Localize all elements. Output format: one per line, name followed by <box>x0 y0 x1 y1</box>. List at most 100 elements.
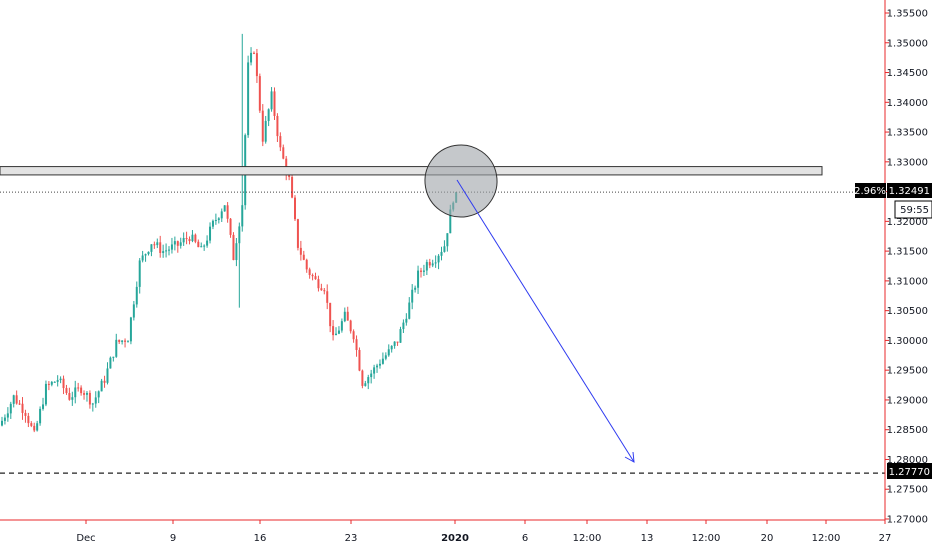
candle-body <box>361 370 364 386</box>
candle-body <box>74 387 77 398</box>
candle-body <box>273 91 276 116</box>
time-tick-label: 2020 <box>441 533 469 544</box>
price-tick-label: 1.27000 <box>887 515 928 526</box>
candle-body <box>168 249 171 251</box>
candle-body <box>381 358 384 364</box>
arrow-head-icon <box>624 451 635 463</box>
candle-body <box>431 263 434 266</box>
candle-body <box>24 412 27 416</box>
candle-body <box>370 373 373 378</box>
highlight-ellipse[interactable] <box>411 131 511 231</box>
candle-body <box>387 349 390 356</box>
candle-body <box>83 393 86 395</box>
price-tick-label: 1.29500 <box>887 366 928 377</box>
candle-body <box>147 251 150 255</box>
change-label: 2.96% <box>854 186 886 197</box>
candle-body <box>235 243 238 261</box>
candle-body <box>282 147 285 159</box>
candle-body <box>88 392 91 405</box>
candle-body <box>135 286 138 305</box>
countdown-label: 59:55 <box>900 205 929 216</box>
candle-body <box>182 238 185 243</box>
candle-body <box>30 423 33 426</box>
candle-body <box>77 387 80 389</box>
candle-body <box>390 345 393 350</box>
candle-body <box>33 425 36 431</box>
candle-body <box>47 383 50 385</box>
candle-body <box>417 270 420 288</box>
candle-body <box>355 339 358 350</box>
candle-body <box>408 302 411 319</box>
candle-body <box>376 365 379 368</box>
candle-body <box>56 380 59 382</box>
candle-body <box>1 420 3 426</box>
candle-body <box>220 211 223 219</box>
candle-body <box>132 304 135 318</box>
candle-body <box>165 250 168 252</box>
price-tick-label: 1.30000 <box>887 336 928 347</box>
target-badge: 1.27770 <box>887 463 932 479</box>
time-tick-label: 23 <box>345 533 358 544</box>
candle-body <box>378 363 381 366</box>
candle-body <box>252 52 255 54</box>
candle-body <box>118 339 121 342</box>
candle-body <box>50 381 53 385</box>
last-price-label: 1.32491 <box>889 186 930 197</box>
candle-body <box>314 276 317 280</box>
candle-body <box>270 91 273 110</box>
candle-body <box>179 242 182 246</box>
candle-body <box>358 349 361 371</box>
time-tick-label: 16 <box>254 533 267 544</box>
candle-body <box>173 241 176 245</box>
candle-body <box>21 403 24 413</box>
candle-body <box>446 233 449 247</box>
candle-body <box>405 318 408 323</box>
price-tick-label: 1.34000 <box>887 98 928 109</box>
candle-body <box>53 381 56 383</box>
candle-body <box>440 251 443 256</box>
candle-body <box>299 247 302 255</box>
candle-body <box>159 242 162 253</box>
candle-body <box>364 383 367 386</box>
candle-body <box>311 274 314 277</box>
candle-body <box>250 52 253 63</box>
candle-body <box>449 209 452 234</box>
candle-body <box>349 320 352 332</box>
candle-body <box>223 205 226 212</box>
price-tick-label: 1.30500 <box>887 306 928 317</box>
candle-body <box>323 290 326 292</box>
price-tick-label: 1.32000 <box>887 217 928 228</box>
candle-body <box>144 254 147 256</box>
candle-body <box>335 333 338 336</box>
candle-body <box>59 378 62 381</box>
time-tick-label: 20 <box>761 533 774 544</box>
candle-body <box>121 340 124 342</box>
target-price-label: 1.27770 <box>889 467 930 478</box>
candle-body <box>115 339 118 357</box>
candle-body <box>332 326 335 336</box>
candle-body <box>419 270 422 272</box>
candle-body <box>44 383 47 405</box>
candle-body <box>109 357 112 369</box>
candle-body <box>352 331 355 340</box>
candle-body <box>414 287 417 290</box>
time-tick-label: 6 <box>522 533 528 544</box>
candle-body <box>425 262 428 271</box>
plot-area[interactable] <box>0 0 885 520</box>
projection-arrow[interactable] <box>456 179 635 463</box>
price-tick-label: 1.35000 <box>887 38 928 49</box>
candle-body <box>103 380 106 383</box>
candle-body <box>276 115 279 137</box>
price-tick-label: 1.29000 <box>887 395 928 406</box>
candle-body <box>200 246 203 248</box>
change-badge: 2.96% <box>854 183 886 198</box>
resistance-zone[interactable] <box>0 166 823 176</box>
countdown-badge: 59:55 <box>894 200 932 219</box>
candle-body <box>65 388 68 394</box>
candle-body <box>229 218 232 235</box>
candle-body <box>217 218 220 221</box>
time-axis-ticks: Dec 9 16 23 2020 6 12:00 13 12:00 20 12:00 27 <box>76 520 891 544</box>
time-tick-label: 12:00 <box>812 533 841 544</box>
candle-body <box>100 380 103 392</box>
